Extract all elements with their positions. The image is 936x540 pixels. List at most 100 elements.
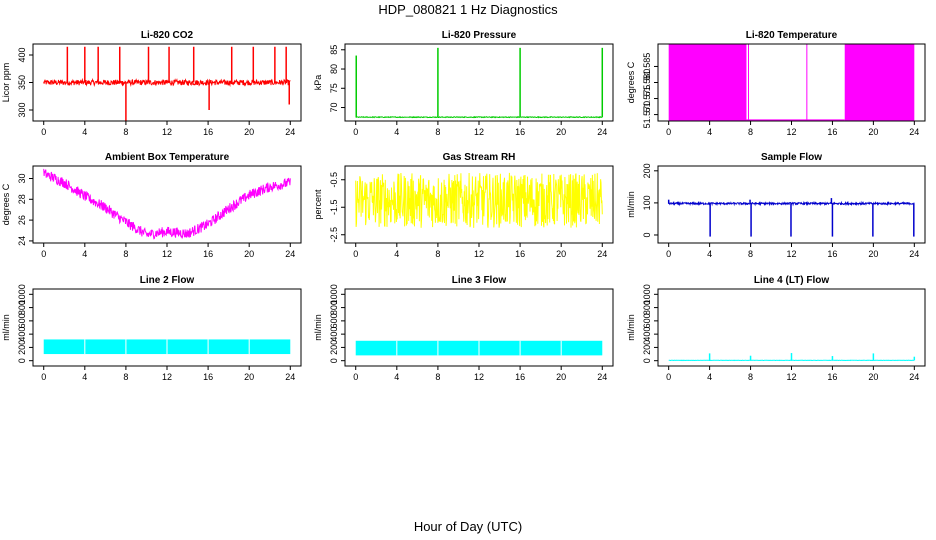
chart-panel: Li-820 Pressure kPa 0 4 8 12 16 20 24 70 75 80 85: [313, 30, 614, 137]
panel-title: Li-820 Temperature: [746, 30, 838, 41]
x-tick-label: 16: [203, 249, 213, 259]
chart-panel: Line 4 (LT) Flow ml/min 0 4 8 12 16 20 24 0 200400…: [626, 275, 926, 382]
y-tick-label: 0: [642, 232, 652, 237]
x-tick-label: 0: [41, 127, 46, 137]
x-tick-label: 24: [909, 127, 919, 137]
y-tick-label: 0: [642, 358, 652, 363]
x-tick-label: 24: [597, 372, 607, 382]
series-group: [355, 340, 603, 356]
x-tick-label: 4: [394, 372, 399, 382]
x-tick-label: 4: [707, 372, 712, 382]
x-tick-label: 0: [41, 372, 46, 382]
filled-range: [668, 44, 747, 121]
chart-panel: Ambient Box Temperature degrees C 0 4 8 12 16 2…: [1, 152, 302, 259]
y-axis-label: percent: [313, 189, 323, 220]
y-tick-label: 30: [17, 173, 27, 183]
y-tick-label: 51.585: [642, 53, 652, 81]
y-tick-label: 75: [329, 83, 339, 93]
x-tick-label: 4: [82, 372, 87, 382]
y-axis-label: Licor ppm: [1, 63, 11, 103]
x-tick-label: 20: [868, 127, 878, 137]
x-tick-label: 12: [786, 127, 796, 137]
y-tick-label: 70: [329, 103, 339, 113]
y-axis-label: ml/min: [626, 191, 636, 218]
y-tick-label: 400: [329, 327, 339, 342]
panel-title: Li-820 Pressure: [442, 30, 517, 41]
x-tick-label: 12: [474, 249, 484, 259]
x-tick-label: 24: [285, 372, 295, 382]
x-tick-label: 20: [244, 127, 254, 137]
x-tick-label: 4: [394, 249, 399, 259]
figure-xlabel: Hour of Day (UTC): [414, 519, 522, 534]
series-group: [668, 44, 915, 121]
panel-title: Line 4 (LT) Flow: [754, 275, 830, 286]
y-tick-label: 600: [642, 313, 652, 328]
series-group: [43, 339, 291, 355]
x-tick-label: 0: [666, 249, 671, 259]
x-tick-label: 16: [515, 249, 525, 259]
x-tick-label: 16: [515, 127, 525, 137]
y-tick-label: 200: [17, 340, 27, 355]
x-tick-label: 8: [748, 249, 753, 259]
y-tick-label: 600: [329, 313, 339, 328]
x-tick-label: 16: [827, 372, 837, 382]
x-tick-label: 0: [353, 249, 358, 259]
y-tick-label: 80: [329, 64, 339, 74]
x-tick-label: 4: [394, 127, 399, 137]
x-tick-label: 8: [435, 127, 440, 137]
chart-panel: Line 2 Flow ml/min 0 4 8 12 16 20 24 0 20040060080…: [1, 275, 302, 382]
x-tick-label: 20: [244, 372, 254, 382]
x-tick-label: 12: [786, 249, 796, 259]
x-tick-label: 16: [827, 127, 837, 137]
series-line: [43, 168, 291, 240]
panel-title: Gas Stream RH: [443, 152, 516, 163]
panel-title: Li-820 CO2: [141, 30, 194, 41]
x-tick-label: 20: [868, 372, 878, 382]
y-tick-label: 400: [642, 327, 652, 342]
x-tick-label: 8: [123, 127, 128, 137]
y-tick-label: 200: [329, 340, 339, 355]
x-tick-label: 20: [868, 249, 878, 259]
x-tick-label: 8: [435, 249, 440, 259]
x-tick-label: 20: [556, 127, 566, 137]
y-tick-label: 26: [17, 215, 27, 225]
x-tick-label: 0: [353, 372, 358, 382]
y-tick-label: 200: [642, 340, 652, 355]
x-tick-label: 8: [123, 372, 128, 382]
panel-title: Line 2 Flow: [140, 275, 195, 286]
y-tick-label: 0: [17, 358, 27, 363]
chart-panel: Li-820 CO2 Licor ppm 0 4 8 12 16 20 24 300 350 400: [1, 30, 302, 137]
x-tick-label: 12: [474, 372, 484, 382]
x-tick-label: 16: [203, 127, 213, 137]
plot-frame: [32, 288, 302, 367]
x-tick-label: 16: [515, 372, 525, 382]
x-tick-label: 24: [909, 249, 919, 259]
series-group: [355, 172, 603, 228]
panel-title: Sample Flow: [761, 152, 822, 163]
y-tick-label: 800: [17, 300, 27, 315]
y-tick-label: 0: [329, 358, 339, 363]
y-tick-label: -0.5: [329, 172, 339, 188]
x-tick-label: 0: [666, 372, 671, 382]
y-tick-label: -2.5: [329, 227, 339, 243]
x-tick-label: 4: [707, 127, 712, 137]
y-tick-label: 24: [17, 236, 27, 246]
x-tick-label: 12: [162, 372, 172, 382]
y-tick-label: 400: [17, 47, 27, 62]
x-tick-label: 16: [827, 249, 837, 259]
y-tick-label: 400: [17, 327, 27, 342]
x-tick-label: 20: [244, 249, 254, 259]
x-tick-label: 20: [556, 372, 566, 382]
chart-panel: Sample Flow ml/min 0 4 8 12 16 20 24 0 100 200: [626, 152, 926, 259]
figure-title: HDP_080821 1 Hz Diagnostics: [378, 2, 558, 17]
x-tick-label: 8: [123, 249, 128, 259]
y-axis-label: degrees C: [626, 61, 636, 103]
x-tick-label: 24: [597, 249, 607, 259]
y-tick-label: 1000: [329, 284, 339, 304]
y-tick-label: 800: [329, 300, 339, 315]
chart-panel: Li-820 Temperature degrees C 0 4 8 12 16 20 24 51…: [626, 30, 926, 137]
y-tick-label: 1000: [17, 284, 27, 304]
y-axis-label: ml/min: [313, 314, 323, 341]
panel-title: Line 3 Flow: [452, 275, 507, 286]
